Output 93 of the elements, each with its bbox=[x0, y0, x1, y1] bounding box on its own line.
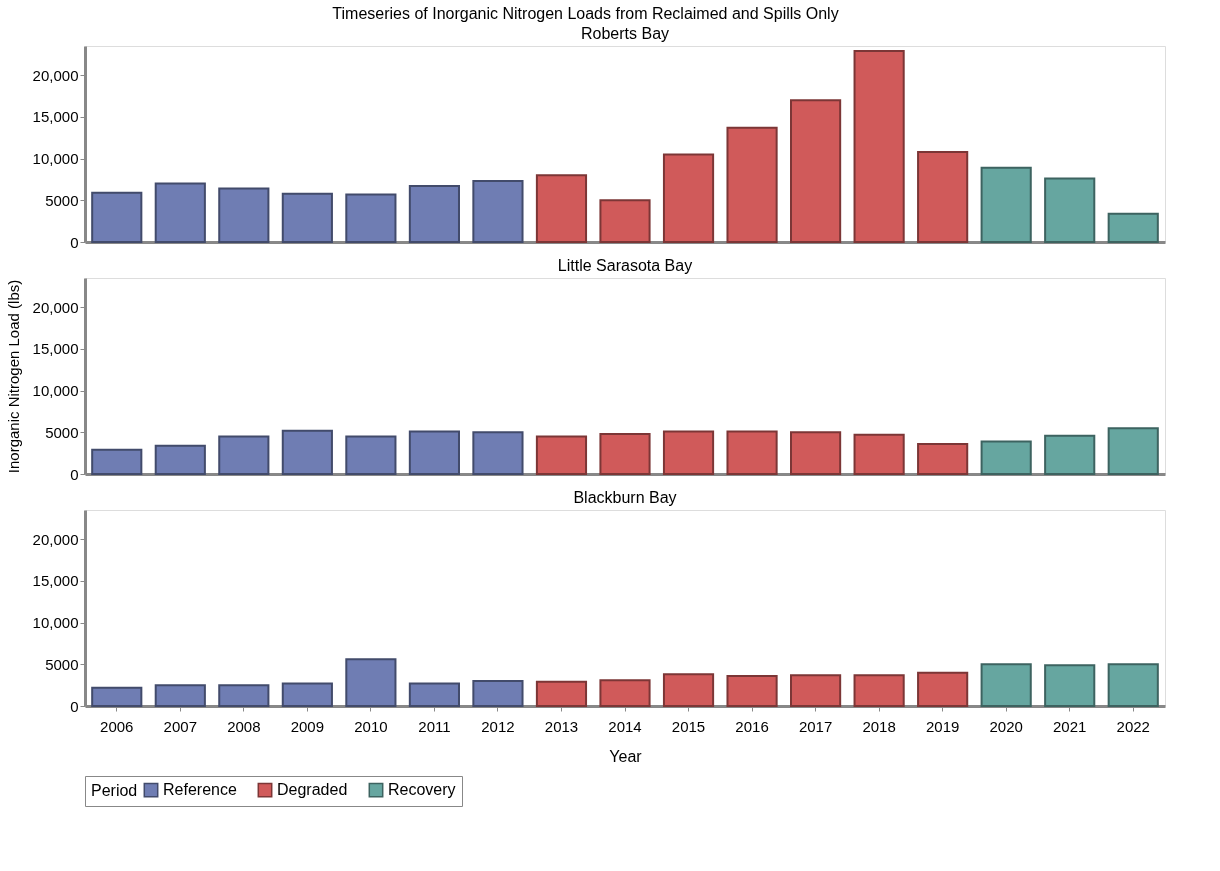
bar bbox=[1107, 663, 1159, 707]
bar bbox=[790, 99, 842, 243]
bar bbox=[218, 187, 270, 243]
bar bbox=[726, 430, 778, 475]
bar bbox=[853, 433, 905, 475]
bar bbox=[281, 429, 333, 475]
bar bbox=[1044, 664, 1096, 707]
bar bbox=[91, 448, 143, 475]
chart-title: Timeseries of Inorganic Nitrogen Loads from Reclaimed and Spills Only bbox=[332, 4, 839, 22]
bar bbox=[662, 153, 715, 243]
bar bbox=[599, 432, 651, 475]
bar bbox=[917, 442, 969, 475]
bar bbox=[472, 679, 524, 707]
bar bbox=[91, 686, 143, 707]
legend-label: Degraded bbox=[277, 781, 348, 799]
bar bbox=[535, 174, 588, 243]
bar bbox=[599, 199, 651, 243]
y-tick-label: 5000 bbox=[45, 655, 79, 673]
x-tick-label: 2021 bbox=[1053, 717, 1087, 735]
x-tick-label: 2015 bbox=[671, 717, 706, 735]
y-tick-label: 20,000 bbox=[32, 530, 79, 548]
bar bbox=[726, 126, 778, 243]
bar bbox=[535, 680, 588, 707]
x-tick-label: 2009 bbox=[290, 717, 325, 735]
legend-title: Period bbox=[91, 782, 138, 799]
bar bbox=[345, 435, 397, 475]
x-tick-label: 2019 bbox=[925, 717, 960, 735]
y-tick-label: 10,000 bbox=[32, 614, 79, 632]
bar bbox=[1107, 212, 1159, 243]
bar bbox=[408, 430, 460, 475]
y-tick-label: 5000 bbox=[45, 423, 79, 441]
bar bbox=[218, 684, 270, 707]
bar bbox=[91, 191, 143, 243]
y-tick-label: 5000 bbox=[45, 191, 79, 209]
x-tick-label: 2012 bbox=[481, 717, 515, 735]
bar bbox=[662, 673, 715, 707]
y-tick-label: 10,000 bbox=[32, 150, 79, 168]
bar bbox=[1107, 427, 1159, 475]
chart-title: Blackburn Bay bbox=[573, 489, 677, 506]
bar bbox=[662, 430, 715, 475]
x-tick-label: 2022 bbox=[1116, 717, 1150, 735]
x-tick-label: 2006 bbox=[100, 717, 134, 735]
chart-title: Little Sarasota Bay bbox=[557, 257, 693, 274]
x-tick-label: 2017 bbox=[798, 717, 833, 735]
bar bbox=[154, 684, 206, 707]
y-tick-label: 0 bbox=[70, 233, 79, 251]
x-tick-label: 2020 bbox=[989, 717, 1023, 735]
bar bbox=[218, 435, 270, 475]
bar bbox=[853, 674, 905, 707]
bar bbox=[281, 192, 333, 243]
bar bbox=[790, 431, 842, 475]
y-axis-title: Inorganic Nitrogen Load (lbs) bbox=[4, 279, 22, 474]
bar bbox=[345, 193, 397, 243]
bar bbox=[345, 658, 397, 707]
legend-label: Reference bbox=[163, 781, 237, 799]
bar bbox=[1044, 177, 1096, 243]
bar bbox=[154, 182, 206, 243]
y-tick-label: 0 bbox=[70, 697, 79, 715]
bar bbox=[917, 671, 969, 707]
y-tick-label: 15,000 bbox=[32, 572, 79, 590]
x-tick-label: 2010 bbox=[354, 717, 388, 735]
x-tick-label: 2007 bbox=[163, 717, 197, 735]
bar bbox=[917, 150, 969, 243]
bar bbox=[472, 180, 524, 243]
bar bbox=[281, 682, 333, 707]
y-tick-label: 20,000 bbox=[32, 298, 79, 316]
x-tick-label: 2008 bbox=[227, 717, 261, 735]
x-tick-label: 2011 bbox=[418, 717, 451, 735]
x-tick-label: 2014 bbox=[608, 717, 642, 735]
bar bbox=[154, 444, 206, 475]
bar bbox=[1044, 434, 1096, 475]
x-tick-label: 2018 bbox=[862, 717, 896, 735]
bar bbox=[408, 185, 460, 243]
bar bbox=[472, 431, 524, 475]
bar bbox=[980, 663, 1032, 707]
y-tick-label: 10,000 bbox=[32, 382, 79, 400]
bar bbox=[599, 679, 651, 707]
y-tick-label: 20,000 bbox=[32, 66, 79, 84]
x-axis-title: Year bbox=[609, 747, 643, 765]
bar bbox=[535, 435, 588, 475]
bar bbox=[726, 674, 778, 707]
x-tick-label: 2016 bbox=[735, 717, 769, 735]
y-tick-label: 0 bbox=[70, 465, 79, 483]
chart-subtitle: Roberts Bay bbox=[580, 25, 670, 42]
bar bbox=[790, 674, 842, 707]
x-tick-label: 2013 bbox=[544, 717, 579, 735]
legend-label: Recovery bbox=[388, 781, 456, 799]
bar bbox=[980, 440, 1032, 475]
bar bbox=[853, 50, 905, 243]
y-tick-label: 15,000 bbox=[32, 108, 79, 126]
y-tick-label: 15,000 bbox=[32, 340, 79, 358]
bar bbox=[980, 166, 1032, 243]
bar bbox=[408, 682, 460, 707]
